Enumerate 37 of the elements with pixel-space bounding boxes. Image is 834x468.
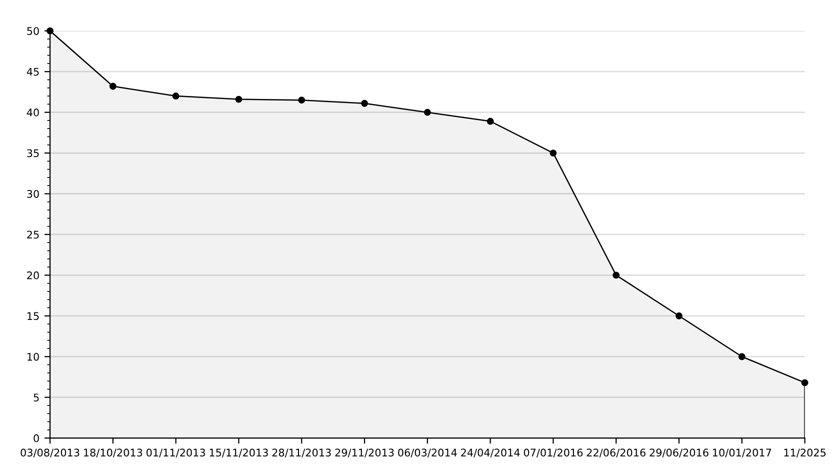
y-tick-label: 10 xyxy=(28,352,39,361)
y-tick-label: 30 xyxy=(27,190,39,198)
point xyxy=(676,312,682,320)
y-tick-label: 5 xyxy=(34,394,39,402)
x-tick-label: 22/06/2016 xyxy=(586,448,646,458)
x-tick-label: 18/10/2013 xyxy=(84,448,142,458)
x-tick-label: 24/04/2014 xyxy=(461,448,520,458)
point xyxy=(550,150,557,157)
x-tick-label: 06/03/2014 xyxy=(398,448,457,458)
y-tick-label: 45 xyxy=(26,68,39,76)
x-tick-label: 29/06/2016 xyxy=(650,448,708,458)
x-tick-label: 01/11/2013 xyxy=(146,448,206,458)
point xyxy=(361,100,368,107)
y-tick-label: 50 xyxy=(27,27,39,35)
y-tick-label: 20 xyxy=(27,271,39,280)
point xyxy=(172,92,180,100)
point xyxy=(46,27,54,34)
y-tick-label: 35 xyxy=(27,149,39,158)
x-tick-label: 11/2025 xyxy=(784,448,826,458)
point xyxy=(486,118,494,125)
x-tick-label: 03/08/2013 xyxy=(20,448,80,458)
point xyxy=(235,96,242,103)
x-tick-label: 29/11/2013 xyxy=(335,448,394,458)
x-tick-label: 10/01/2017 xyxy=(713,448,772,458)
y-tick-label: 40 xyxy=(26,108,39,116)
point xyxy=(801,379,808,386)
point xyxy=(738,353,746,360)
y-tick-label: 15 xyxy=(28,312,39,320)
x-tick-label: 28/11/2013 xyxy=(272,448,331,458)
point xyxy=(109,82,116,90)
y-tick-label: 25 xyxy=(27,230,39,239)
point xyxy=(424,108,431,116)
point xyxy=(612,272,620,279)
y-tick-label: 0 xyxy=(34,434,39,442)
point xyxy=(298,96,306,104)
x-tick-label: 15/11/2013 xyxy=(210,448,268,458)
x-tick-label: 07/01/2016 xyxy=(524,448,583,458)
